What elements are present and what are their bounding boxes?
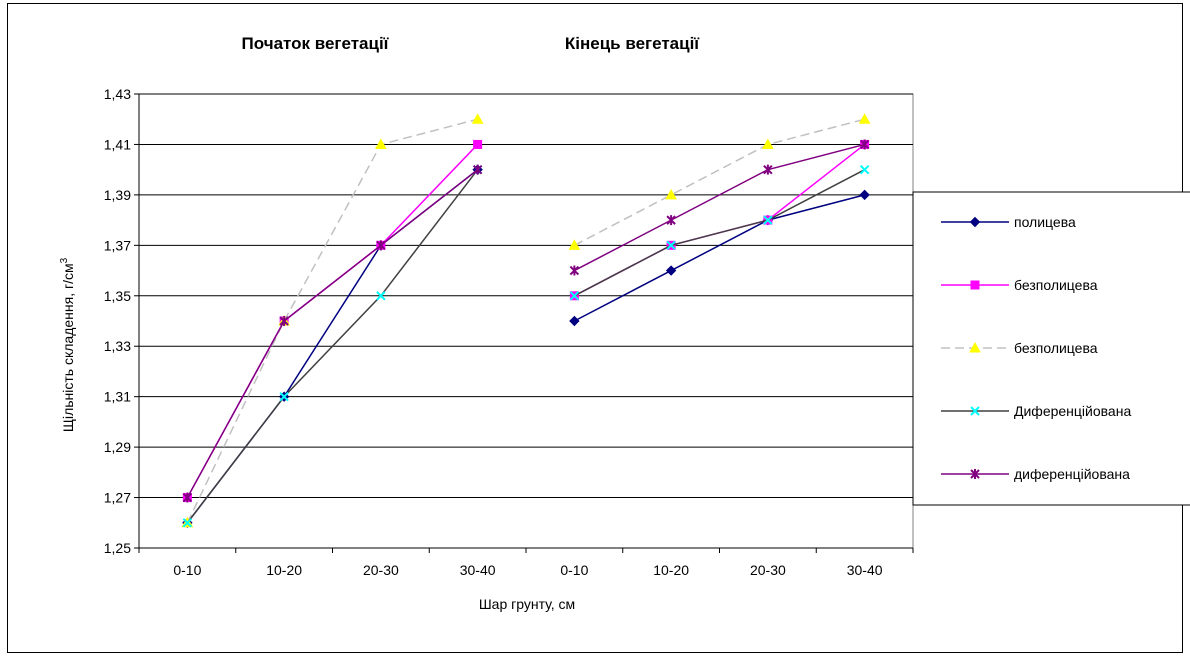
- x-tick-label: 30-40: [460, 562, 496, 578]
- series-line-3-1: [574, 169, 865, 297]
- x-tick-label: 0-10: [173, 562, 201, 578]
- data-point: [666, 240, 676, 251]
- x-tick-label: 20-30: [750, 562, 786, 578]
- series-line-4-1: [574, 143, 865, 272]
- data-point: [763, 164, 773, 175]
- y-axis-label: Щільність складення, г/см3: [59, 257, 76, 432]
- legend-label: безполицева: [1014, 340, 1098, 356]
- y-tick-label: 1,27: [104, 490, 131, 506]
- series-line-2-0: [186, 118, 478, 524]
- x-tick-label: 10-20: [653, 562, 689, 578]
- data-point: [569, 315, 580, 327]
- section-title-end: Кінець вегетації: [565, 34, 700, 53]
- data-point: [568, 239, 581, 250]
- data-point: [472, 164, 483, 175]
- y-tick-label: 1,33: [104, 338, 131, 354]
- data-point: [859, 164, 870, 175]
- y-axis-label-superscript: 3: [59, 257, 70, 263]
- data-point: [279, 391, 289, 402]
- data-point: [762, 138, 774, 149]
- x-tick-label: 20-30: [363, 562, 399, 578]
- data-point: [182, 518, 193, 528]
- legend-entry-4: диференційована: [941, 466, 1130, 482]
- data-point: [375, 138, 387, 149]
- y-tick-label: 1,43: [104, 86, 131, 102]
- data-point: [763, 215, 773, 225]
- y-tick-label: 1,37: [104, 237, 131, 253]
- x-tick-label: 10-20: [266, 562, 302, 578]
- section-title-start: Початок вегетації: [242, 34, 390, 53]
- data-point: [473, 139, 483, 149]
- data-point: [859, 139, 870, 150]
- legend-entry-0: полицева: [941, 214, 1076, 230]
- data-point: [182, 492, 193, 503]
- y-tick-label: 1,29: [104, 439, 131, 455]
- data-point: [858, 113, 871, 124]
- x-tick-label: 30-40: [847, 562, 883, 578]
- x-tick-label: 0-10: [560, 562, 588, 578]
- data-point: [666, 215, 676, 226]
- data-point: [665, 188, 677, 200]
- legend-marker: [970, 280, 980, 290]
- legend-marker: [969, 216, 981, 228]
- series-4: [182, 139, 870, 503]
- data-point: [859, 189, 870, 201]
- legend-marker: [970, 469, 980, 479]
- data-point: [569, 265, 580, 276]
- legend-label: полицева: [1014, 214, 1076, 230]
- legend-marker: [969, 341, 981, 353]
- legend-entry-1: безполицева: [941, 277, 1098, 293]
- y-axis-label-text: Щільність складення, г/см: [60, 263, 76, 432]
- data-point: [665, 265, 677, 276]
- plot-area: [138, 93, 914, 549]
- y-tick-label: 1,39: [104, 187, 131, 203]
- data-point: [376, 240, 386, 251]
- legend-label: диференційована: [1014, 466, 1130, 482]
- y-tick-label: 1,31: [104, 389, 131, 405]
- x-axis-label: Шар грунту, см: [479, 596, 575, 612]
- series-line-3-0: [186, 169, 479, 524]
- data-point: [376, 291, 386, 301]
- y-tick-label: 1,41: [104, 136, 131, 152]
- y-tick-label: 1,25: [104, 540, 131, 556]
- legend-entry-3: Диференційована: [941, 403, 1131, 419]
- series-line-2-1: [574, 118, 865, 246]
- legend-entry-2: безполицева: [941, 340, 1098, 356]
- legend-label: Диференційована: [1014, 403, 1131, 419]
- y-tick-label: 1,35: [104, 288, 131, 304]
- data-point: [569, 291, 580, 301]
- data-point: [279, 316, 289, 326]
- data-point: [471, 113, 484, 124]
- series-line-0-1: [574, 194, 865, 322]
- legend-marker: [970, 406, 980, 416]
- series-2: [181, 113, 871, 528]
- legend-label: безполицева: [1014, 277, 1098, 293]
- series-line-4-0: [186, 169, 479, 498]
